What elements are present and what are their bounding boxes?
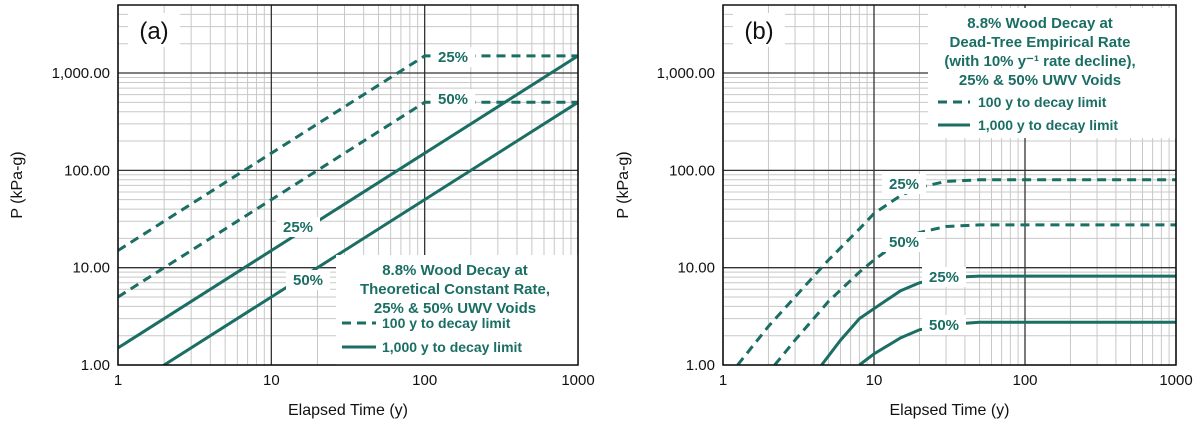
x-axis-title: Elapsed Time (y) <box>288 402 408 419</box>
legend-title-line: 25% & 50% UWV Voids <box>959 72 1121 89</box>
plot-frame <box>722 4 1177 366</box>
y-axis-title: P (kPa-g) <box>9 151 26 218</box>
y-tick-label: 1,000.00 <box>657 65 715 82</box>
series-annotation: 50% <box>889 234 919 251</box>
y-tick-label: 100.00 <box>669 162 715 179</box>
legend-title-line: Dead-Tree Empirical Rate <box>950 34 1131 51</box>
y-tick-label: 100.00 <box>64 162 110 179</box>
annotation-background <box>922 315 966 335</box>
y-tick-label: 10.00 <box>72 260 110 277</box>
y-tick-label: 1.00 <box>81 357 110 374</box>
legend-title-line: 25% & 50% UWV Voids <box>374 300 536 317</box>
series-annotation: 50% <box>438 91 468 108</box>
plot-frame <box>117 4 579 366</box>
chart-panel-b: 8.8% Wood Decay at Dead-Tree Empirical Ra… <box>615 4 1193 419</box>
series-line-4 <box>161 101 578 365</box>
series-line-3 <box>118 54 578 350</box>
legend: 8.8% Wood Decay at Theoretical Constant R… <box>342 262 550 355</box>
legend-background <box>928 8 1176 138</box>
series-annotation: 50% <box>929 317 959 334</box>
annotation-background <box>431 47 475 67</box>
y-tick-label: 1,000.00 <box>52 65 110 82</box>
panel-label-background <box>128 13 180 47</box>
series-annotation: 25% <box>929 269 959 286</box>
series-annotation: 50% <box>293 272 323 289</box>
y-tick-label: 1.00 <box>686 357 715 374</box>
x-tick-label: 10 <box>263 372 280 389</box>
x-tick-label: 1000 <box>561 372 594 389</box>
annotation-background <box>882 232 926 252</box>
series-annotation: 25% <box>889 176 919 193</box>
series-line-1 <box>118 54 578 252</box>
panel-label-background <box>733 13 785 47</box>
chart-panel-a: 8.8% Wood Decay at Theoretical Constant R… <box>9 4 595 419</box>
x-tick-label: 10 <box>866 372 883 389</box>
series-annotation: 25% <box>283 219 313 236</box>
y-axis-title: P (kPa-g) <box>615 151 632 218</box>
panel-label: (a) <box>139 18 168 45</box>
legend-title-line: Theoretical Constant Rate, <box>360 281 550 298</box>
annotation-background <box>286 270 330 290</box>
legend-title-line: 8.8% Wood Decay at <box>967 15 1113 32</box>
x-tick-label: 1 <box>719 372 727 389</box>
legend-entry-label: 1,000 y to decay limit <box>382 339 522 355</box>
series-annotation: 25% <box>438 49 468 66</box>
series-line-2 <box>118 100 578 299</box>
legend-entry-label: 1,000 y to decay limit <box>978 117 1118 133</box>
series-line-2 <box>773 223 1176 365</box>
x-tick-label: 1000 <box>1159 372 1192 389</box>
annotation-background <box>431 89 475 109</box>
legend-title-line: 8.8% Wood Decay at <box>382 262 528 279</box>
legend-entry-label: 100 y to decay limit <box>382 315 511 331</box>
series-line-1 <box>736 178 1176 365</box>
y-tick-label: 10.00 <box>677 260 715 277</box>
annotation-background <box>922 267 966 287</box>
x-tick-label: 100 <box>1012 372 1037 389</box>
series-line-3 <box>820 274 1176 365</box>
x-tick-label: 1 <box>114 372 122 389</box>
annotation-background <box>276 217 320 237</box>
legend: 8.8% Wood Decay at Dead-Tree Empirical Ra… <box>938 15 1136 133</box>
panel-label: (b) <box>744 18 773 45</box>
legend-entry-label: 100 y to decay limit <box>978 94 1107 110</box>
annotation-background <box>882 174 926 194</box>
legend-title-line: (with 10% y⁻¹ rate decline), <box>944 53 1135 70</box>
series-group <box>118 54 578 365</box>
x-axis-title: Elapsed Time (y) <box>889 402 1009 419</box>
legend-background <box>336 255 578 365</box>
x-tick-label: 100 <box>412 372 437 389</box>
